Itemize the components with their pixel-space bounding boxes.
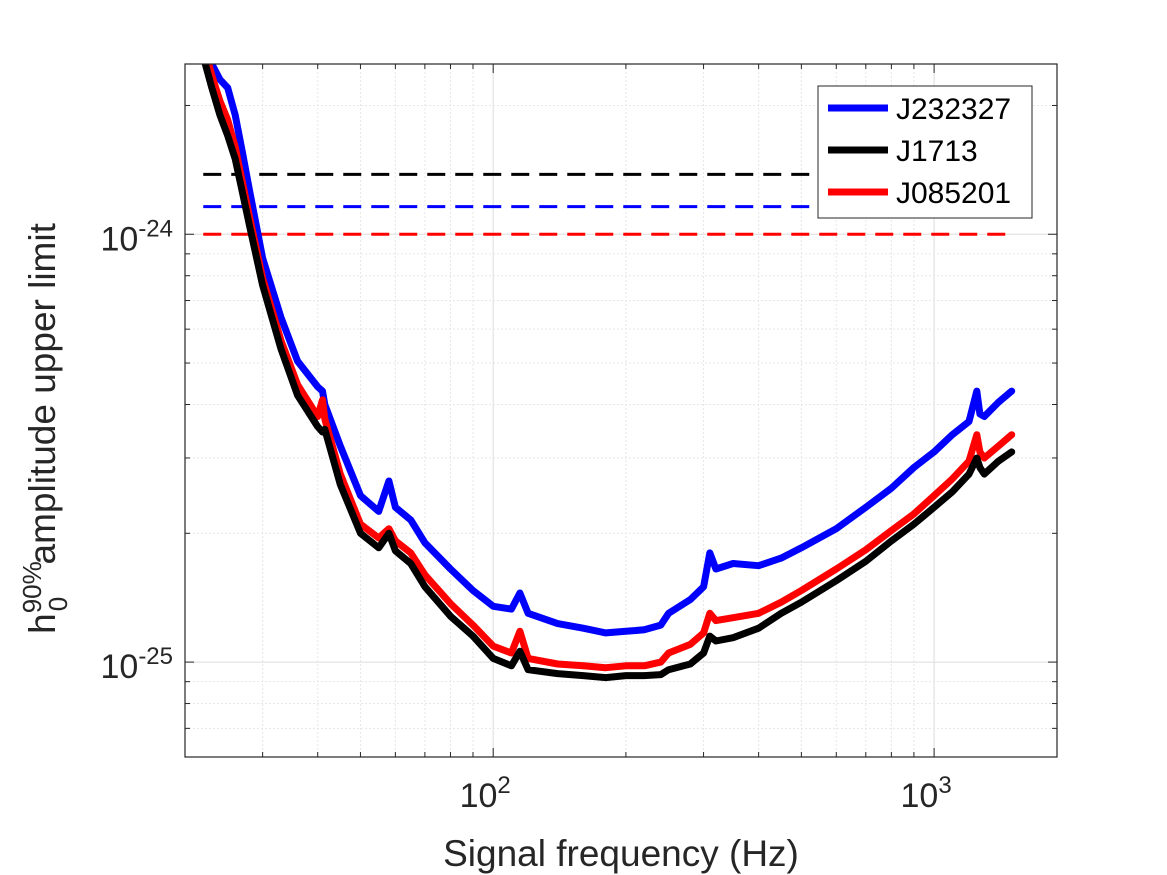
legend-label-j085201: J085201 [896,177,1011,210]
series-group [201,64,1016,682]
series-line-j1713 [201,64,1016,682]
legend-label-j232327: J232327 [896,93,1011,126]
series-line-j232327 [208,64,1016,637]
tick-labels: 102 103 10-25 10-24 [100,215,951,815]
x-axis-label: Signal frequency (Hz) [443,833,799,874]
y-axis-label: h90%0 amplitude upper limit [17,222,73,633]
x-tick-label: 103 [901,772,952,815]
axes-box [184,63,1058,758]
legend-label-j1713: J1713 [896,135,978,168]
axes [184,63,1058,758]
y-tick-label: 10-25 [100,643,173,686]
y-tick-label: 10-24 [100,215,173,258]
legend: J232327 J1713 J085201 [817,85,1033,219]
x-tick-label: 102 [460,772,511,815]
axis-labels: Signal frequency (Hz) h90%0 amplitude upp… [17,222,799,874]
